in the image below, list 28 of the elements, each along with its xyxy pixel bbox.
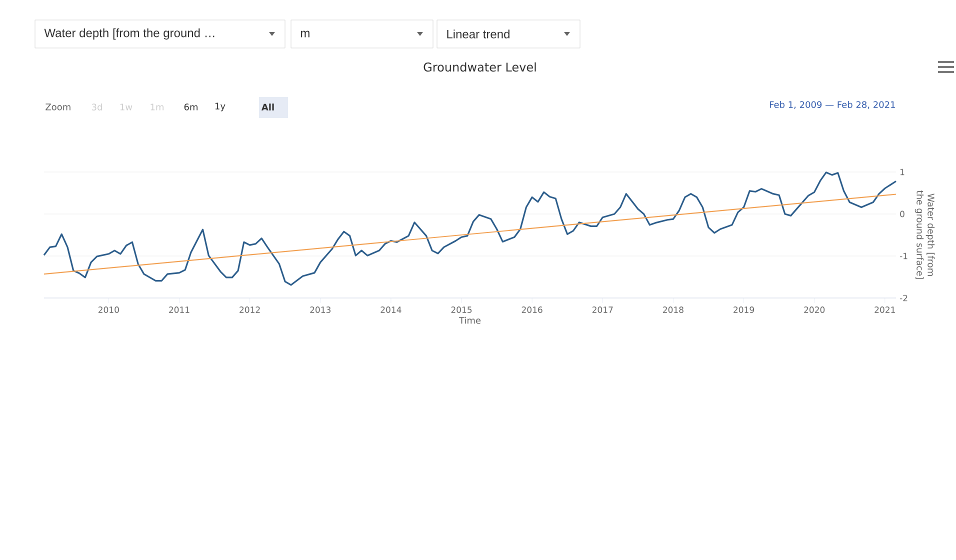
x-tick-label: 2014 — [380, 306, 402, 313]
text: Feb 1, 2009 — Feb 28, 2021 — [770, 101, 895, 109]
x-tick-label: 2011 — [169, 306, 190, 313]
x-tick-label: 2016 — [522, 306, 542, 313]
y-axis-title: Water depth [from the ground surface] — [914, 190, 935, 279]
x-tick-label: 2017 — [592, 306, 613, 313]
x-axis-title: Time — [458, 316, 481, 324]
y-tick-label: 0 — [900, 210, 904, 218]
x-tick-label: 2018 — [663, 306, 684, 313]
text: 1y — [215, 102, 226, 112]
x-tick-label: 2012 — [240, 306, 260, 313]
text: Water depth [from the ground … — [44, 28, 214, 40]
text: 6m — [184, 104, 198, 110]
text: Zoom — [46, 104, 70, 110]
x-tick-label: 2010 — [98, 306, 119, 313]
chart-title: Groundwater Level — [424, 62, 536, 72]
x-tick-label: 2013 — [310, 306, 331, 313]
y-tick-label: -2 — [900, 294, 908, 302]
text: Linear trend — [447, 30, 510, 38]
y-tick-label: 1 — [900, 168, 904, 176]
line-series — [43, 172, 897, 286]
x-tick-label: 2015 — [451, 306, 472, 313]
x-tick-label: 2021 — [874, 306, 895, 313]
x-tick-label: 2019 — [734, 306, 754, 313]
y-tick-label: -1 — [900, 252, 908, 260]
text: All — [261, 104, 274, 110]
x-tick-label: 2020 — [804, 306, 825, 313]
text: m — [301, 30, 310, 38]
